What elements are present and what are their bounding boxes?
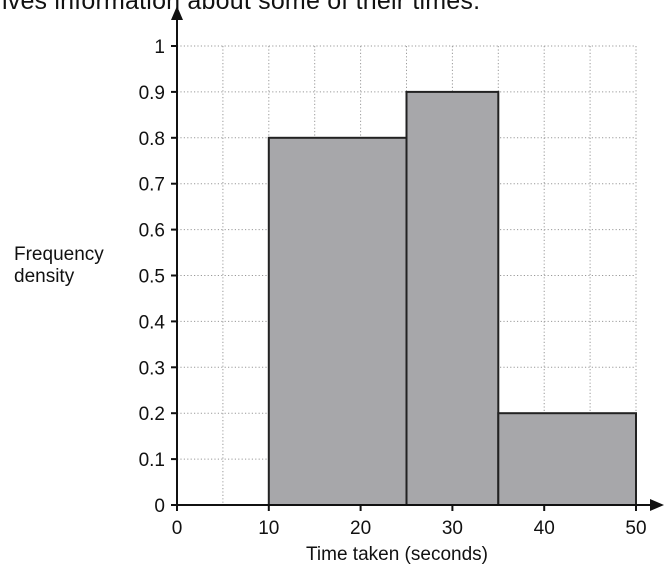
y-tick-label: 0.3 xyxy=(139,358,165,379)
y-axis-label: Frequency density xyxy=(14,244,104,288)
bars xyxy=(267,90,637,507)
y-tick-label: 0.8 xyxy=(139,129,165,150)
x-axis-label: Time taken (seconds) xyxy=(306,544,488,565)
histogram-bar-3 xyxy=(497,412,637,507)
x-tick-label: 20 xyxy=(350,518,371,539)
y-tick-label: 0.1 xyxy=(139,450,165,471)
x-axis-arrow-icon xyxy=(650,499,664,511)
x-tick-label: 0 xyxy=(172,518,183,539)
histogram-bar-1 xyxy=(267,136,408,507)
y-tick-label: 0.4 xyxy=(139,312,166,333)
y-tick-label: 0.5 xyxy=(139,267,165,288)
axes xyxy=(171,6,664,511)
y-tick-label: 0.9 xyxy=(139,83,165,104)
y-tick-label: 0 xyxy=(154,496,165,517)
y-axis-label-line-1: Frequency xyxy=(14,244,104,265)
tick-labels: 00.10.20.30.40.50.60.70.80.910 10 20 30 40 50 xyxy=(139,37,647,539)
x-tick-label: 50 xyxy=(625,518,646,539)
y-tick-label: 0.6 xyxy=(139,221,165,242)
y-tick-label: 0.7 xyxy=(139,175,165,196)
y-tick-label: 0.2 xyxy=(139,404,165,425)
x-tick-label: 10 xyxy=(258,518,279,539)
y-tick-label: 1 xyxy=(154,37,165,58)
x-tick-label: 40 xyxy=(534,518,555,539)
histogram-bar-2 xyxy=(405,90,500,507)
x-tick-label: 30 xyxy=(442,518,463,539)
y-axis-arrow-icon xyxy=(171,6,183,20)
intro-text: ives information about some of their tim… xyxy=(2,0,481,15)
y-axis-label-line-2: density xyxy=(14,266,75,287)
